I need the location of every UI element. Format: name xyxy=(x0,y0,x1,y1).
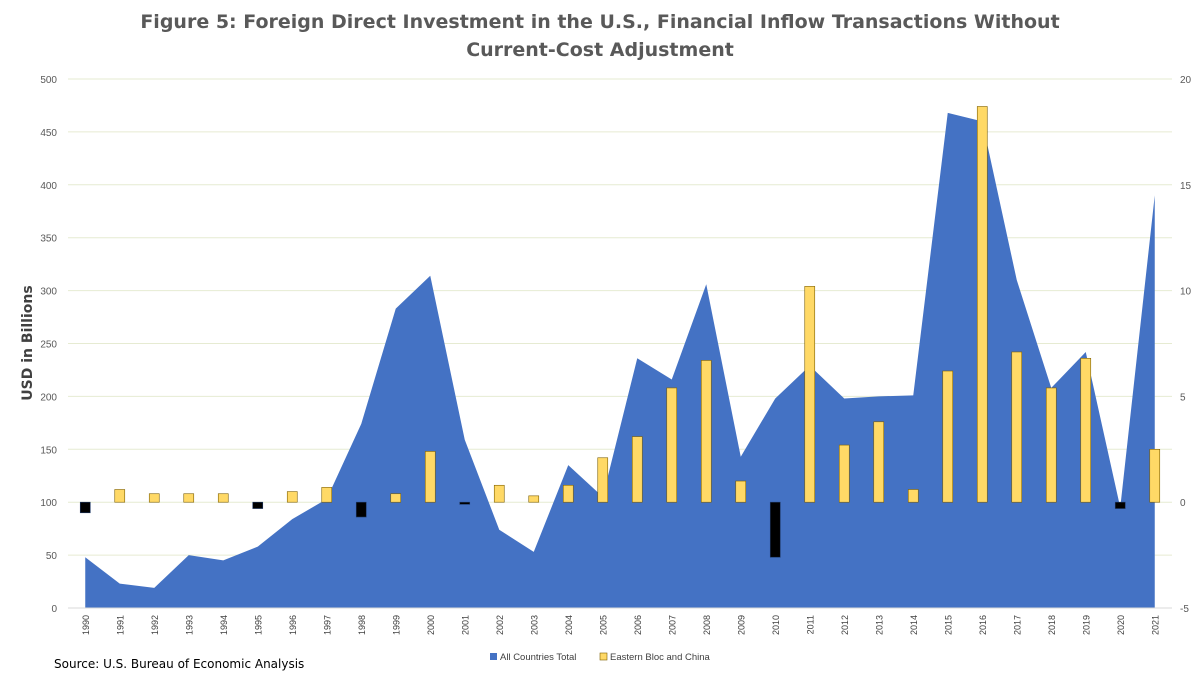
bar-eastern-bloc-and-china xyxy=(217,493,229,503)
legend-label-eastern-bloc-and-china: Eastern Bloc and China xyxy=(610,652,711,663)
y-right-tick-label: 20 xyxy=(1180,75,1192,86)
y-left-tick-label: 350 xyxy=(40,234,57,245)
y-left-tick-label: 50 xyxy=(46,551,58,562)
y-left-tick-label: 400 xyxy=(40,181,57,192)
legend-label-all-countries-total: All Countries Total xyxy=(500,652,576,663)
y-right-tick-label: 0 xyxy=(1180,498,1186,509)
bar-eastern-bloc-and-china xyxy=(79,501,91,514)
x-tick-label: 2018 xyxy=(1047,615,1057,635)
bar-eastern-bloc-and-china xyxy=(459,501,471,505)
x-tick-label: 2003 xyxy=(529,615,539,635)
bar-eastern-bloc-and-china xyxy=(1149,448,1161,503)
x-tick-label: 2020 xyxy=(1116,615,1126,635)
bar-eastern-bloc-and-china xyxy=(562,484,574,503)
y-left-tick-label: 0 xyxy=(51,604,57,615)
bar-eastern-bloc-and-china xyxy=(838,444,850,503)
x-tick-label: 2009 xyxy=(736,615,746,635)
y-left-tick-label: 200 xyxy=(40,392,57,403)
legend-swatch-all-countries-total xyxy=(490,653,497,660)
bar-eastern-bloc-and-china xyxy=(700,360,712,503)
x-tick-label: 2011 xyxy=(805,615,815,634)
x-tick-label: 2017 xyxy=(1012,615,1022,635)
x-tick-label: 1995 xyxy=(253,615,263,635)
x-tick-label: 2021 xyxy=(1150,615,1160,635)
x-tick-label: 2006 xyxy=(633,615,643,635)
bar-eastern-bloc-and-china xyxy=(424,451,436,503)
x-tick-label: 1993 xyxy=(184,615,194,635)
y-right-tick-label: 15 xyxy=(1180,181,1192,192)
y-left-tick-label: 100 xyxy=(40,498,57,509)
legend-swatch-eastern-bloc-and-china xyxy=(599,652,608,661)
y-left-tick-label: 500 xyxy=(40,75,57,86)
bar-eastern-bloc-and-china xyxy=(942,370,954,503)
bar-eastern-bloc-and-china xyxy=(286,491,298,503)
bar-eastern-bloc-and-china xyxy=(252,501,264,509)
y-left-tick-label: 450 xyxy=(40,128,57,139)
x-tick-label: 2004 xyxy=(564,615,574,635)
bar-eastern-bloc-and-china xyxy=(390,493,402,503)
y-left-tick-label: 150 xyxy=(40,445,57,456)
y-left-tick-label: 250 xyxy=(40,340,57,351)
y-right-tick-label: -5 xyxy=(1180,604,1189,615)
x-tick-label: 2014 xyxy=(909,615,919,635)
bar-eastern-bloc-and-china xyxy=(114,489,126,503)
y-left-tick-label: 300 xyxy=(40,287,57,298)
x-tick-label: 2002 xyxy=(495,615,505,635)
chart-title: Figure 5: Foreign Direct Investment in t… xyxy=(140,11,1060,61)
bar-eastern-bloc-and-china xyxy=(666,387,678,503)
bar-eastern-bloc-and-china xyxy=(873,421,885,503)
x-tick-label: 2016 xyxy=(978,615,988,635)
x-tick-label: 1990 xyxy=(81,615,91,635)
bar-eastern-bloc-and-china xyxy=(1045,387,1057,503)
bar-eastern-bloc-and-china xyxy=(1080,358,1092,503)
bar-eastern-bloc-and-china xyxy=(1114,501,1126,509)
bar-eastern-bloc-and-china xyxy=(493,484,505,503)
x-tick-label: 2005 xyxy=(598,615,608,635)
x-tick-label: 1991 xyxy=(115,615,125,635)
bar-eastern-bloc-and-china xyxy=(148,493,160,503)
area-series-all-countries-total xyxy=(85,112,1155,608)
x-tick-label: 1998 xyxy=(357,615,367,635)
bar-eastern-bloc-and-china xyxy=(355,501,367,518)
x-tick-label: 2008 xyxy=(702,615,712,635)
bar-eastern-bloc-and-china xyxy=(804,286,816,503)
bar-eastern-bloc-and-china xyxy=(597,457,609,503)
x-tick-label: 2015 xyxy=(943,615,953,635)
bar-eastern-bloc-and-china xyxy=(183,493,195,503)
x-tick-label: 2012 xyxy=(840,615,850,635)
x-tick-label: 1994 xyxy=(219,615,229,635)
x-tick-label: 2013 xyxy=(874,615,884,635)
y-right-tick-label: 5 xyxy=(1180,392,1186,403)
x-tick-label: 1999 xyxy=(391,615,401,635)
bar-eastern-bloc-and-china xyxy=(907,489,919,503)
bar-eastern-bloc-and-china xyxy=(735,480,747,503)
bar-eastern-bloc-and-china xyxy=(528,495,540,503)
bar-eastern-bloc-and-china xyxy=(321,487,333,503)
y-right-tick-label: 10 xyxy=(1180,287,1192,298)
x-tick-label: 1997 xyxy=(322,615,332,635)
source-note: Source: U.S. Bureau of Economic Analysis xyxy=(54,657,305,671)
bar-eastern-bloc-and-china xyxy=(769,501,781,558)
x-tick-label: 1996 xyxy=(288,615,298,635)
x-tick-label: 2007 xyxy=(667,615,677,635)
bar-eastern-bloc-and-china xyxy=(631,436,643,503)
x-tick-label: 2000 xyxy=(426,615,436,635)
x-tick-label: 2001 xyxy=(460,615,470,635)
x-tick-label: 1992 xyxy=(150,615,160,635)
x-tick-label: 2019 xyxy=(1081,615,1091,635)
bar-eastern-bloc-and-china xyxy=(976,106,988,503)
x-tick-label: 2010 xyxy=(771,615,781,635)
bar-eastern-bloc-and-china xyxy=(1011,351,1023,503)
